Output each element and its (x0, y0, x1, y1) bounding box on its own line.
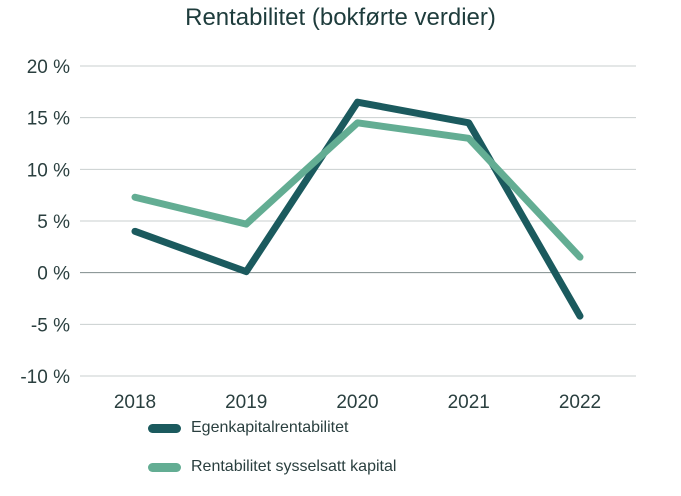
series-line-1 (131, 98, 584, 320)
y-tick-label: 5 % (37, 212, 70, 233)
legend: Egenkapitalrentabilitet Rentabilitet sys… (148, 418, 396, 496)
x-tick-label: 2018 (114, 392, 156, 413)
legend-item-2: Rentabilitet sysselsatt kapital (148, 457, 396, 477)
y-tick-label: 10 % (27, 160, 70, 181)
legend-item-1: Egenkapitalrentabilitet (148, 418, 396, 438)
x-tick-label: 2021 (448, 392, 490, 413)
x-tick-label: 2020 (336, 392, 378, 413)
y-tick-label: 15 % (27, 109, 70, 130)
x-tick-label: 2019 (225, 392, 267, 413)
y-tick-label: 20 % (27, 57, 70, 78)
y-tick-label: -10 % (20, 367, 70, 388)
chart-title: Rentabilitet (bokførte verdier) (185, 4, 496, 31)
x-tick-label: 2022 (559, 392, 601, 413)
legend-swatch-2 (148, 462, 181, 472)
y-tick-label: -5 % (31, 315, 70, 336)
legend-swatch-1 (148, 423, 181, 433)
series-line-2 (131, 119, 584, 261)
legend-label-2: Rentabilitet sysselsatt kapital (191, 458, 397, 475)
y-tick-label: 0 % (37, 264, 70, 285)
legend-label-1: Egenkapitalrentabilitet (191, 419, 349, 436)
